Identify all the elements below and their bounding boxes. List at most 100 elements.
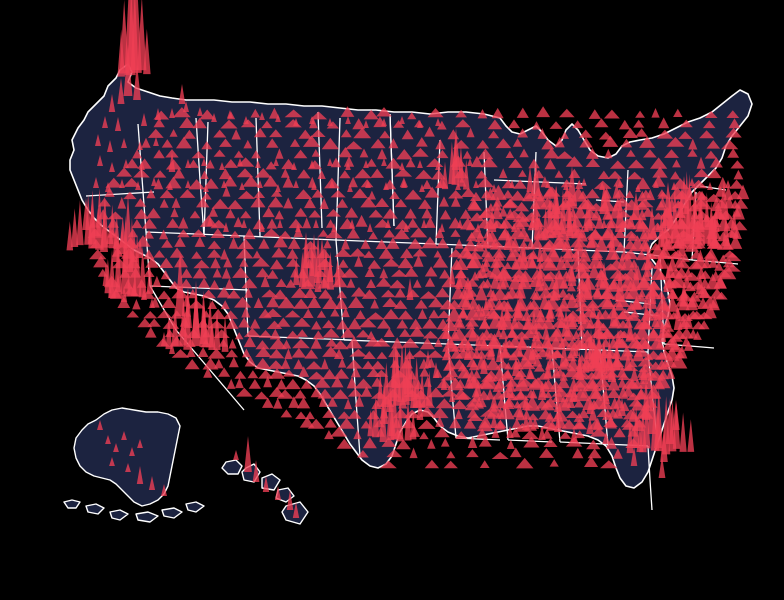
spike[interactable] bbox=[259, 112, 265, 120]
spike[interactable] bbox=[602, 388, 610, 404]
spike[interactable] bbox=[513, 298, 523, 318]
spike[interactable] bbox=[559, 189, 567, 234]
spike[interactable] bbox=[153, 137, 159, 146]
spike[interactable] bbox=[120, 286, 128, 302]
spike[interactable] bbox=[599, 262, 609, 288]
spike[interactable] bbox=[314, 234, 322, 283]
spike[interactable] bbox=[93, 177, 99, 188]
spike[interactable] bbox=[474, 380, 482, 396]
spike[interactable] bbox=[223, 222, 229, 232]
spike[interactable] bbox=[108, 94, 116, 112]
spike[interactable] bbox=[201, 158, 207, 166]
spike[interactable] bbox=[609, 302, 619, 326]
spike[interactable] bbox=[576, 351, 583, 375]
spike[interactable] bbox=[630, 446, 638, 466]
spike[interactable] bbox=[487, 208, 497, 232]
spike[interactable] bbox=[199, 290, 208, 347]
spike[interactable] bbox=[587, 328, 595, 369]
spike[interactable] bbox=[607, 360, 617, 382]
spike[interactable] bbox=[551, 272, 561, 300]
spike[interactable] bbox=[657, 320, 667, 342]
spike[interactable] bbox=[412, 357, 421, 408]
spike[interactable] bbox=[273, 158, 279, 166]
spike[interactable] bbox=[133, 64, 141, 100]
spike[interactable] bbox=[537, 380, 547, 400]
spike[interactable] bbox=[707, 182, 713, 190]
spike[interactable] bbox=[711, 215, 719, 249]
spike[interactable] bbox=[546, 193, 554, 234]
spike[interactable] bbox=[405, 347, 414, 401]
spike[interactable] bbox=[642, 399, 651, 449]
spike[interactable] bbox=[561, 310, 571, 336]
spike[interactable] bbox=[567, 262, 577, 286]
spike[interactable] bbox=[136, 466, 144, 484]
spike[interactable] bbox=[390, 383, 399, 440]
spike[interactable] bbox=[535, 264, 545, 286]
spike[interactable] bbox=[137, 141, 143, 150]
spike[interactable] bbox=[372, 396, 380, 438]
spike[interactable] bbox=[519, 242, 529, 268]
spike[interactable] bbox=[491, 184, 497, 192]
spike[interactable] bbox=[631, 262, 641, 290]
spike[interactable] bbox=[140, 113, 148, 126]
spike[interactable] bbox=[143, 28, 151, 75]
spike[interactable] bbox=[615, 196, 625, 232]
spike[interactable] bbox=[307, 241, 316, 287]
spike[interactable] bbox=[545, 302, 555, 322]
spike[interactable] bbox=[347, 184, 353, 192]
spike[interactable] bbox=[495, 342, 505, 362]
spike[interactable] bbox=[526, 166, 534, 192]
spike[interactable] bbox=[538, 426, 546, 440]
spike[interactable] bbox=[672, 402, 681, 449]
spike[interactable] bbox=[399, 116, 405, 124]
spike[interactable] bbox=[463, 159, 470, 190]
spike[interactable] bbox=[334, 258, 341, 286]
spike[interactable] bbox=[125, 463, 131, 472]
spike[interactable] bbox=[95, 188, 104, 250]
spike[interactable] bbox=[322, 246, 330, 288]
spike[interactable] bbox=[129, 447, 135, 456]
spike[interactable] bbox=[219, 162, 225, 170]
spike[interactable] bbox=[570, 384, 578, 402]
spike[interactable] bbox=[293, 257, 300, 286]
spike[interactable] bbox=[108, 204, 116, 249]
spike[interactable] bbox=[482, 298, 490, 316]
spike[interactable] bbox=[670, 185, 679, 244]
spike[interactable] bbox=[679, 280, 689, 306]
spike[interactable] bbox=[689, 178, 695, 186]
spike[interactable] bbox=[419, 184, 425, 192]
spike[interactable] bbox=[121, 138, 127, 148]
spike[interactable] bbox=[595, 323, 603, 371]
spike[interactable] bbox=[441, 161, 449, 190]
spike[interactable] bbox=[583, 200, 593, 226]
spike[interactable] bbox=[425, 370, 433, 406]
spike[interactable] bbox=[697, 192, 706, 246]
spike[interactable] bbox=[137, 0, 147, 71]
spike[interactable] bbox=[100, 195, 109, 248]
spike[interactable] bbox=[382, 362, 390, 405]
spikes-layer[interactable] bbox=[66, 0, 750, 478]
spike[interactable] bbox=[660, 205, 668, 247]
spike[interactable] bbox=[618, 398, 626, 416]
spike[interactable] bbox=[367, 409, 374, 437]
spike[interactable] bbox=[465, 280, 475, 300]
spike[interactable] bbox=[97, 420, 103, 430]
spike[interactable] bbox=[586, 400, 594, 414]
spike[interactable] bbox=[213, 309, 221, 350]
spike[interactable] bbox=[88, 190, 97, 249]
spike[interactable] bbox=[577, 302, 587, 324]
inset-spikes-layer[interactable] bbox=[97, 420, 300, 518]
spike[interactable] bbox=[522, 394, 530, 410]
spike[interactable] bbox=[583, 270, 593, 300]
spike[interactable] bbox=[183, 288, 192, 350]
spike[interactable] bbox=[631, 192, 641, 220]
spike[interactable] bbox=[376, 372, 384, 407]
spike[interactable] bbox=[658, 456, 666, 478]
spike[interactable] bbox=[639, 364, 649, 384]
spike[interactable] bbox=[581, 178, 587, 186]
spike[interactable] bbox=[292, 502, 300, 518]
spike[interactable] bbox=[647, 280, 657, 304]
spike[interactable] bbox=[137, 439, 143, 448]
spike[interactable] bbox=[286, 490, 294, 510]
